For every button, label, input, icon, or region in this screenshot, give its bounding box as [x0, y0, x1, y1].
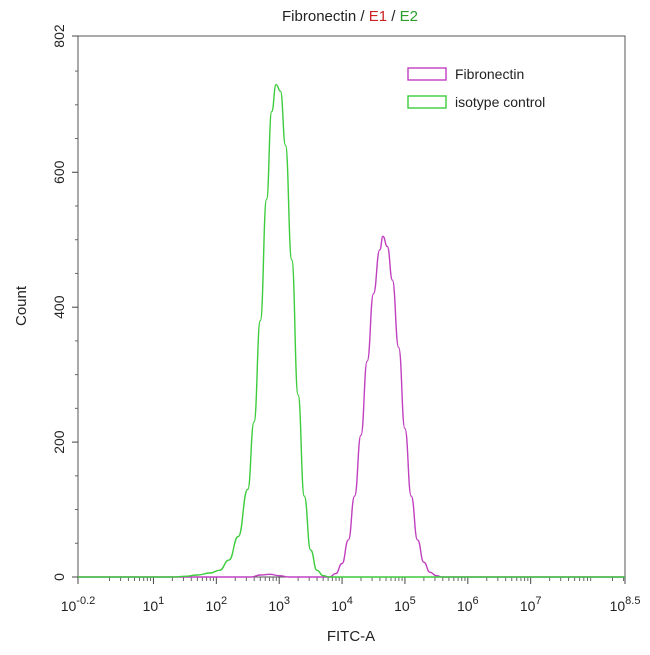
title-part: Fibronectin: [282, 8, 356, 25]
x-axis-label: FITC-A: [327, 628, 375, 645]
y-tick-label: 600: [51, 160, 67, 184]
legend-label: isotype control: [455, 94, 545, 110]
title-part: E2: [400, 8, 418, 25]
x-tick-label: 101: [143, 595, 165, 614]
y-tick-label: 200: [51, 430, 67, 454]
x-tick-label: 106: [457, 595, 479, 614]
y-axis-label: Count: [13, 285, 30, 326]
y-tick-label: 802: [51, 24, 67, 48]
series-line-fibronectin: [78, 235, 625, 578]
title-part: /: [387, 8, 400, 25]
title-part: E1: [369, 8, 387, 25]
x-tick-label: 107: [520, 595, 542, 614]
legend-swatch: [407, 95, 447, 109]
chart-title: Fibronectin / E1 / E2: [282, 8, 418, 25]
series-layer: [78, 83, 625, 578]
x-tick-label: 108.5: [610, 595, 641, 614]
series-line-isotype-control: [78, 83, 625, 578]
y-tick-label: 0: [51, 573, 67, 581]
x-axis: 10-0.2 101 102 103 104 105 106 107 108.5: [61, 577, 641, 614]
legend: Fibronectin isotype control: [407, 66, 545, 110]
legend-label: Fibronectin: [455, 66, 524, 82]
y-axis: 0 200 400 600 802: [51, 24, 78, 581]
x-tick-label: 103: [268, 595, 290, 614]
plot-area: [77, 35, 626, 578]
x-tick-label: 10-0.2: [61, 595, 96, 614]
title-part: /: [356, 8, 369, 25]
y-tick-label: 400: [51, 295, 67, 319]
x-tick-label: 105: [394, 595, 416, 614]
legend-swatch: [407, 67, 447, 81]
x-tick-label: 102: [205, 595, 227, 614]
x-tick-label: 104: [331, 595, 353, 614]
